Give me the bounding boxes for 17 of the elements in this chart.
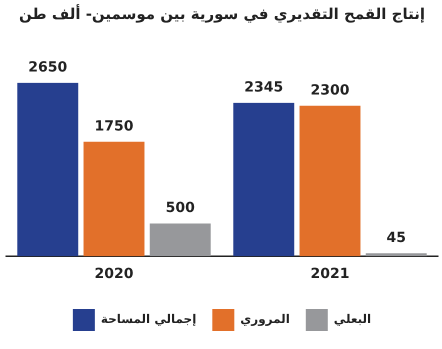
data-label: 45 (386, 230, 406, 246)
x-tick-label: 2020 (94, 266, 134, 282)
data-label: 1750 (94, 118, 134, 134)
legend-label: إجمالي المساحة (100, 312, 196, 326)
legend-label: المروري (240, 312, 290, 326)
bar (150, 224, 211, 256)
x-tick-label: 2021 (310, 266, 350, 282)
chart-title: إنتاج القمح التقديري في سورية بين موسمين- ألف طن (18, 4, 426, 23)
data-label: 2650 (28, 60, 68, 76)
data-label: 2300 (310, 82, 350, 98)
legend-label: البعلي (334, 312, 372, 326)
bar (17, 82, 78, 256)
bar (300, 106, 360, 256)
bar (84, 142, 144, 256)
data-label: 2345 (244, 79, 284, 96)
bar (233, 102, 294, 256)
data-label: 500 (166, 200, 196, 216)
